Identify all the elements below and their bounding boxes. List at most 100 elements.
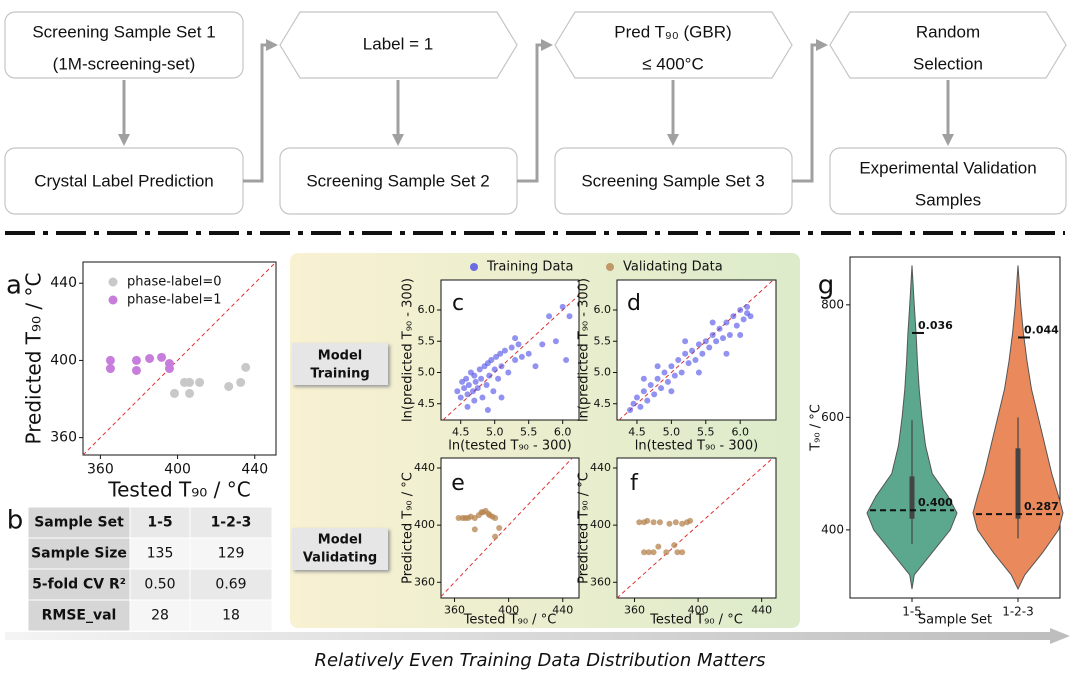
data-point — [105, 364, 115, 374]
arrow — [517, 39, 553, 183]
data-point — [566, 313, 573, 320]
annotation-label: 0.036 — [918, 319, 953, 332]
data-point — [658, 385, 665, 392]
data-point — [493, 353, 500, 360]
node-text: Pred T₉₀ (GBR) — [614, 22, 731, 41]
annotation-label: 0.044 — [1024, 323, 1059, 336]
data-point — [720, 335, 726, 342]
x-axis-label: Tested T₉₀ / °C — [107, 478, 250, 502]
row-label: Training — [310, 367, 369, 382]
y-tick-label: 360 — [414, 575, 435, 588]
x-tick-label: 400 — [498, 604, 519, 617]
data-point — [671, 542, 678, 549]
arrow — [792, 39, 828, 183]
table-text: 1-5 — [147, 515, 172, 531]
y-tick-label: 4.5 — [594, 397, 612, 410]
data-point — [695, 369, 702, 376]
legend-label: phase-label=0 — [127, 275, 222, 290]
data-point — [185, 377, 195, 387]
x-tick-label: 1-2-3 — [1002, 605, 1034, 619]
x-tick-label: 440 — [552, 604, 573, 617]
x-tick-label: 6.0 — [554, 426, 572, 439]
data-point — [185, 388, 195, 398]
node-box — [829, 147, 1067, 215]
data-point — [668, 363, 675, 370]
data-point — [491, 366, 498, 373]
data-point — [157, 352, 167, 362]
table-cell — [129, 599, 191, 632]
table-cell — [129, 537, 191, 570]
data-point — [465, 382, 472, 388]
y-tick-label: 360 — [590, 575, 611, 588]
y-axis-label: Predicted T₉₀ / °C — [577, 472, 592, 584]
data-point — [672, 519, 679, 526]
violin-box — [1015, 448, 1021, 519]
y-tick-label: 5.0 — [594, 366, 612, 379]
x-tick-label: 4.5 — [628, 426, 646, 439]
row-label: Model — [318, 533, 362, 548]
table-cell — [189, 599, 273, 632]
data-point — [737, 307, 744, 313]
data-point — [105, 355, 115, 365]
arrow — [243, 39, 278, 183]
node-text: Crystal Label Prediction — [34, 171, 214, 190]
data-point — [131, 355, 141, 365]
node-text: Label = 1 — [363, 34, 433, 53]
data-point — [723, 350, 730, 357]
data-point — [685, 360, 692, 367]
data-point — [559, 303, 566, 310]
data-point — [641, 549, 648, 556]
data-point — [454, 388, 461, 395]
node-text: Screening Sample Set 1 — [32, 22, 215, 41]
legend-marker — [470, 263, 478, 271]
y-tick-label: 600 — [821, 410, 844, 424]
table-text: 5-fold CV R² — [32, 577, 126, 593]
data-point — [512, 357, 519, 363]
data-point — [645, 549, 652, 556]
data-point — [464, 391, 471, 398]
plot-frame — [616, 279, 777, 421]
y-tick-label: 400 — [414, 518, 435, 531]
data-point — [687, 517, 694, 524]
data-point — [497, 350, 504, 357]
data-point — [515, 341, 522, 348]
node-box — [4, 11, 244, 79]
plot-frame — [849, 256, 1061, 599]
data-point — [486, 512, 493, 519]
data-point — [501, 347, 508, 354]
node-hexagon — [829, 11, 1067, 79]
data-point — [664, 378, 671, 385]
data-point — [689, 347, 696, 354]
data-point — [654, 375, 661, 382]
node-text: Experimental Validation — [859, 158, 1036, 177]
data-point — [483, 382, 490, 388]
table-text: 18 — [222, 608, 240, 624]
y-tick-label: 6.0 — [594, 303, 612, 316]
data-point — [508, 344, 515, 351]
row-label-box — [292, 343, 388, 385]
data-point — [476, 366, 483, 373]
data-point — [484, 407, 491, 413]
y-tick-label: 400 — [50, 352, 77, 368]
data-point — [702, 338, 709, 345]
table-text: 0.50 — [144, 577, 175, 593]
x-tick-label: 400 — [164, 461, 191, 477]
table-text: 0.69 — [215, 577, 246, 593]
data-point — [699, 350, 706, 357]
y-tick-label: 4.5 — [418, 397, 436, 410]
data-point — [195, 377, 205, 387]
data-point — [241, 362, 251, 372]
data-point — [674, 549, 681, 556]
data-point — [671, 372, 678, 379]
data-point — [471, 397, 478, 404]
x-axis-label: Tested T₉₀ / °C — [649, 613, 743, 628]
data-point — [668, 388, 675, 395]
node-text: ≤ 400°C — [642, 54, 704, 73]
data-point — [490, 388, 497, 395]
data-point — [164, 364, 174, 374]
data-point — [647, 382, 654, 388]
x-tick-label: 5.5 — [697, 426, 715, 439]
table-text: 129 — [218, 546, 245, 562]
data-point — [726, 332, 733, 338]
